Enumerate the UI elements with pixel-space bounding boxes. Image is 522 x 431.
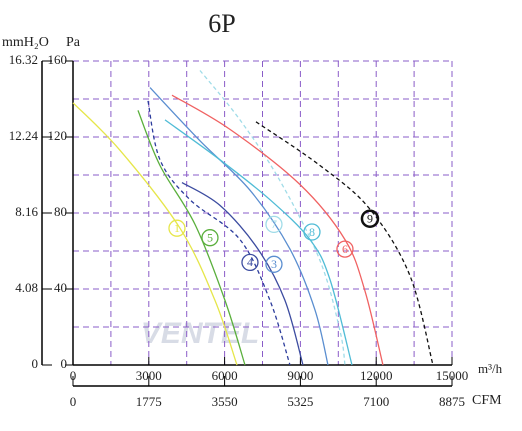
curve — [181, 182, 304, 366]
chart-title: 6P — [208, 9, 235, 38]
curve-label: 6 — [342, 242, 348, 256]
curve-label: 1 — [174, 221, 180, 235]
curve — [164, 119, 353, 366]
curve-marker — [201, 229, 219, 247]
curve-label: 9 — [367, 211, 373, 225]
x2-tick-label: 0 — [70, 394, 77, 409]
curve-label: 8 — [309, 225, 315, 239]
x-tick-label: 12000 — [360, 368, 393, 383]
y-tick-label: 40 — [54, 280, 67, 295]
curve — [72, 102, 238, 366]
y2-tick-label: 16.32 — [9, 52, 38, 67]
y2-tick-label: 12.24 — [9, 128, 39, 143]
x2-tick-label: 8875 — [439, 394, 465, 409]
curve-label: 3 — [271, 257, 277, 271]
curve — [199, 70, 346, 366]
curve — [171, 94, 384, 366]
curve-marker — [303, 223, 321, 241]
curve-label: 5 — [207, 230, 213, 244]
y2-tick-label: 4.08 — [15, 280, 38, 295]
x-tick-label: 9000 — [287, 368, 313, 383]
x-tick-label: 3000 — [136, 368, 162, 383]
y-tick-label: 120 — [48, 128, 68, 143]
curve — [149, 87, 329, 366]
curve-marker — [336, 240, 354, 258]
curve-marker — [360, 209, 380, 228]
curve — [137, 110, 246, 366]
y2-unit: mmH₂O — [2, 35, 49, 50]
curve-marker — [265, 215, 283, 234]
y-tick-label: 160 — [48, 52, 68, 67]
x2-tick-label: 1775 — [136, 394, 162, 409]
watermark: VENTEL — [141, 317, 259, 350]
x2-tick-label: 7100 — [363, 394, 389, 409]
curve-label: 4 — [247, 255, 253, 269]
x2-tick-label: 3550 — [212, 394, 238, 409]
y2-tick-label: 8.16 — [15, 204, 38, 219]
x-unit: m³/h — [478, 361, 503, 376]
curve-marker — [265, 255, 283, 273]
curve-marker — [241, 253, 259, 272]
y-tick-label: 0 — [61, 356, 68, 371]
curve-label: 7 — [271, 217, 277, 231]
y-unit: Pa — [66, 35, 81, 50]
x-tick-label: 15000 — [436, 368, 469, 383]
y-tick-label: 80 — [54, 204, 67, 219]
y2-tick-label: 0 — [32, 356, 39, 371]
x2-tick-label: 5325 — [287, 394, 313, 409]
x2-unit: CFM — [472, 393, 502, 408]
curve-marker — [168, 219, 186, 237]
x-tick-label: 0 — [70, 368, 77, 383]
x-tick-label: 6000 — [212, 368, 238, 383]
curve — [147, 100, 291, 366]
